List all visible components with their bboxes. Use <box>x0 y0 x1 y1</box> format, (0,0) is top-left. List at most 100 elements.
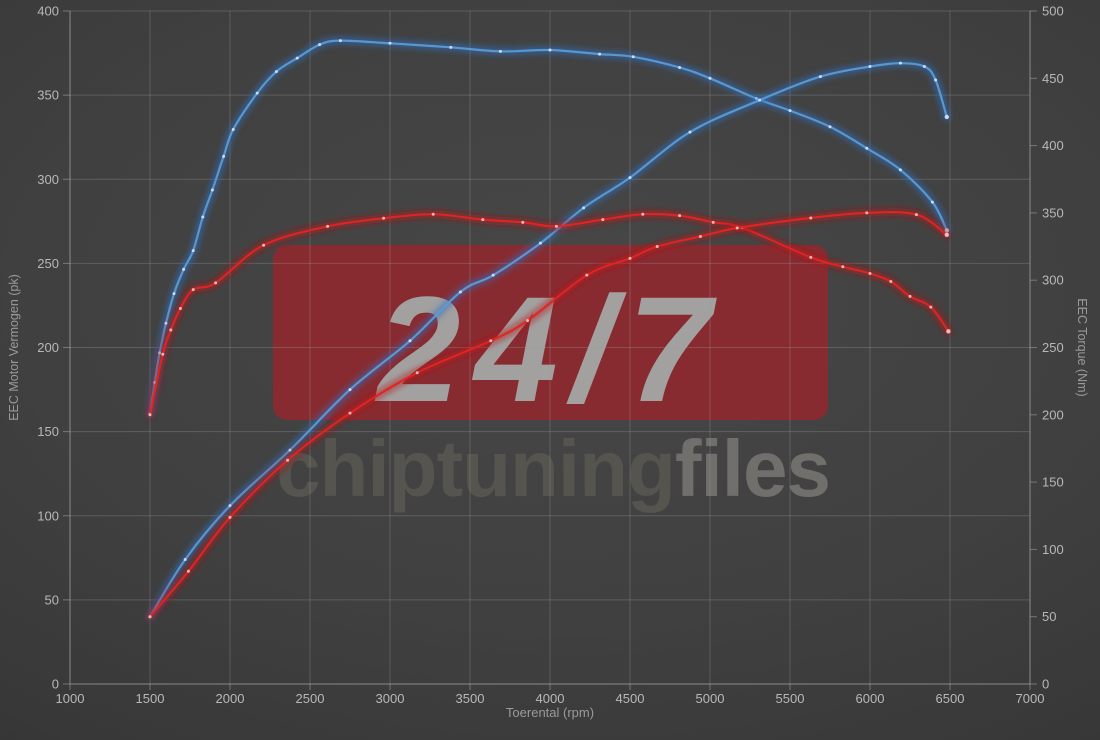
power_red_original-point <box>348 411 352 415</box>
power_red_original-point <box>585 273 589 277</box>
torque_blue_tuned-point <box>210 188 214 192</box>
torque_red_original-point <box>169 328 173 332</box>
y-left-tick-label: 200 <box>37 340 59 355</box>
torque_red_original-point <box>889 280 893 284</box>
torque_blue_tuned-point <box>295 56 299 60</box>
torque_blue_tuned-point <box>598 52 602 56</box>
y-right-tick-label: 100 <box>1042 542 1064 557</box>
torque_red_original-point <box>841 265 845 269</box>
power_blue_tuned-point <box>934 78 938 82</box>
torque_blue_tuned-point <box>865 146 869 150</box>
y-right-tick-label: 50 <box>1042 609 1056 624</box>
torque_blue_tuned-point <box>191 249 195 253</box>
x-tick-label: 6500 <box>936 691 965 706</box>
power_red_original-point <box>148 615 152 619</box>
y-right-tick-label: 200 <box>1042 407 1064 422</box>
x-tick-label: 5500 <box>776 691 805 706</box>
power_blue_tuned-point <box>458 290 462 294</box>
power_blue_tuned-point <box>758 98 762 102</box>
torque_blue_tuned-point <box>255 91 259 95</box>
power_red_original-point <box>489 339 493 343</box>
power_red_original-point <box>698 234 702 238</box>
x-tick-label: 3000 <box>376 691 405 706</box>
y-right-tick-label: 400 <box>1042 138 1064 153</box>
torque_red_original-point <box>809 255 813 259</box>
x-tick-label: 1000 <box>56 691 85 706</box>
torque_red_original-point <box>929 305 933 309</box>
power_red_original-point <box>186 569 190 573</box>
torque_blue_tuned-point <box>449 45 453 49</box>
x-tick-label: 3500 <box>456 691 485 706</box>
torque_blue_tuned-point <box>788 109 792 113</box>
x-tick-label: 2000 <box>216 691 245 706</box>
torque_red_original-point <box>554 224 558 228</box>
power_red_original-point <box>944 232 949 237</box>
y-left-tick-label: 150 <box>37 424 59 439</box>
x-tick-label: 4000 <box>536 691 565 706</box>
watermark-brand-text: chiptuningfiles <box>276 424 830 513</box>
power_blue_tuned-point <box>818 75 822 79</box>
torque_red_original-point <box>148 413 152 417</box>
x-tick-label: 4500 <box>616 691 645 706</box>
power_blue_tuned-point <box>628 176 632 180</box>
x-axis-title: Toerental (rpm) <box>506 705 594 720</box>
torque_blue_tuned-point <box>548 48 552 52</box>
power_blue_tuned-point <box>868 65 872 69</box>
torque_red_original-point <box>262 243 266 247</box>
torque_blue_tuned-point <box>318 43 322 47</box>
torque_red_original-point <box>382 216 386 220</box>
power_blue_tuned-point <box>898 61 902 65</box>
y-right-tick-label: 500 <box>1042 4 1064 19</box>
torque_blue_tuned-point <box>708 76 712 80</box>
y-right-tick-label: 300 <box>1042 273 1064 288</box>
torque_red_original-point <box>521 220 525 224</box>
x-tick-label: 6000 <box>856 691 885 706</box>
torque_blue_tuned-point <box>274 70 278 74</box>
torque_blue_tuned-point <box>631 55 635 59</box>
power_blue_tuned-point <box>582 206 586 210</box>
torque_blue_tuned-point <box>172 292 176 296</box>
torque_red_original-point <box>946 329 951 334</box>
power_blue_tuned-point <box>288 448 292 452</box>
y-right-tick-label: 350 <box>1042 205 1064 220</box>
power_blue_tuned-point <box>348 388 352 392</box>
x-tick-label: 2500 <box>296 691 325 706</box>
y-axis-right-title: EEC Torque (Nm) <box>1075 298 1089 396</box>
power_red_original-point <box>914 213 918 217</box>
torque_red_original-point <box>178 306 182 310</box>
power_blue_tuned-point <box>688 130 692 134</box>
power_red_original-point <box>526 319 530 323</box>
torque_blue_tuned-point <box>828 125 832 129</box>
torque_red_original-point <box>214 281 218 285</box>
power_red_original-curve <box>148 211 948 618</box>
torque_red_original-point <box>161 352 165 356</box>
power_blue_tuned-point <box>944 114 949 120</box>
y-left-tick-label: 100 <box>37 508 59 523</box>
torque_blue_tuned-point <box>498 49 502 53</box>
torque_blue_tuned-point <box>231 127 235 131</box>
torque_blue_tuned-point <box>164 321 168 325</box>
power_red_original-point <box>809 216 813 220</box>
y-left-tick-label: 0 <box>52 677 59 692</box>
torque_red_original-point <box>678 214 682 218</box>
power_red_original-point <box>628 256 632 260</box>
torque_red_original-point <box>481 218 485 222</box>
torque_blue_tuned-point <box>678 66 682 70</box>
torque_blue_tuned-point <box>930 200 934 204</box>
power_blue_tuned-point <box>922 65 926 69</box>
power_red_original-point <box>286 458 290 462</box>
y-axis-left-title: EEC Motor Vermogen (pk) <box>7 274 21 421</box>
torque_red_original-point <box>326 224 330 228</box>
x-tick-label: 7000 <box>1016 691 1045 706</box>
power_red_original-point <box>228 515 232 519</box>
power_blue_tuned-curve <box>148 62 948 618</box>
power_red_original-point <box>735 226 739 230</box>
watermark-badge-text: 24/7 <box>374 265 725 433</box>
y-right-tick-label: 250 <box>1042 340 1064 355</box>
power_blue_tuned-point <box>491 273 495 277</box>
power_red_original-point <box>415 371 419 375</box>
torque_red_original-point <box>711 220 715 224</box>
y-right-tick-label: 0 <box>1042 677 1049 692</box>
